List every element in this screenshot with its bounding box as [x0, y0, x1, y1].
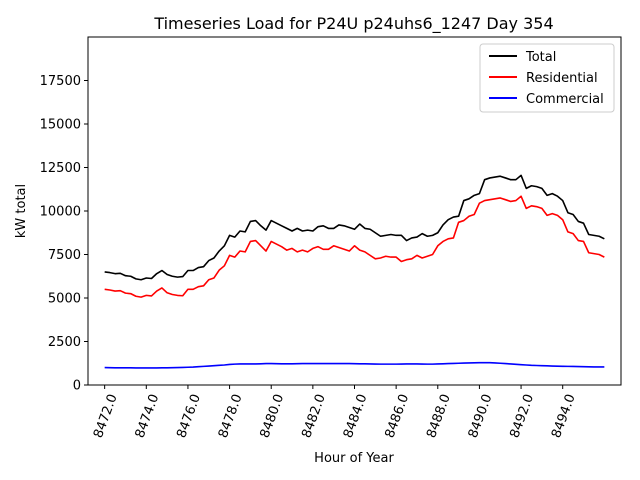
series-line-total — [104, 174, 605, 281]
y-axis-label: kW total — [14, 184, 29, 238]
legend: Total Residential Commercial — [479, 43, 615, 113]
plot-area — [104, 174, 605, 369]
y-tick-label: 15000 — [40, 118, 81, 133]
legend-box — [479, 43, 615, 113]
y-tick-label: 17500 — [40, 74, 81, 89]
chart-title: Timeseries Load for P24U p24uhs6_1247 Da… — [153, 14, 553, 34]
y-tick-label: 5000 — [48, 292, 81, 307]
series-line-residential — [104, 195, 605, 298]
legend-label-commercial: Commercial — [526, 92, 604, 107]
y-tick-label: 7500 — [48, 248, 81, 263]
legend-label-total: Total — [525, 50, 556, 65]
series-line-commercial — [104, 361, 605, 369]
y-axis: 0 2500 5000 7500 10000 12500 15000 17500 — [40, 74, 88, 394]
x-axis-label: Hour of Year — [314, 451, 394, 466]
y-tick-label: 12500 — [40, 161, 81, 176]
y-tick-label: 10000 — [40, 205, 81, 220]
y-tick-label: 0 — [73, 379, 81, 394]
y-tick-label: 2500 — [48, 335, 81, 350]
legend-label-residential: Residential — [526, 71, 598, 86]
